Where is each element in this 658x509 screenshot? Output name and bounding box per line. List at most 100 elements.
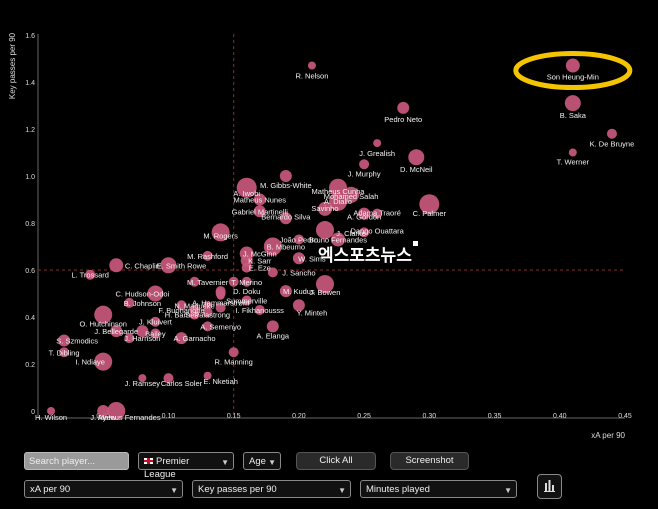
data-point[interactable] [163, 373, 174, 384]
data-point[interactable] [373, 139, 382, 148]
data-point[interactable] [109, 258, 124, 273]
chevron-down-icon: ▼ [170, 486, 178, 495]
point-label: Bailey [145, 329, 166, 338]
data-point[interactable] [202, 321, 213, 332]
data-point[interactable] [293, 234, 304, 245]
point-label: C. Chaplin [125, 261, 160, 270]
data-point[interactable] [359, 227, 370, 238]
data-point[interactable] [241, 276, 252, 287]
data-point[interactable] [240, 254, 253, 267]
data-point[interactable] [372, 208, 383, 219]
data-point[interactable] [241, 262, 252, 273]
point-label: C. Hudson-Odoi [115, 290, 169, 299]
data-point[interactable] [94, 352, 113, 371]
point-label: João Pedro [280, 235, 318, 244]
data-point[interactable] [202, 307, 213, 318]
data-point[interactable] [397, 101, 410, 114]
search-input[interactable] [24, 452, 129, 470]
data-point[interactable] [253, 205, 266, 218]
data-point[interactable] [266, 320, 279, 333]
data-point[interactable] [253, 193, 266, 206]
x-metric-select[interactable]: xA per 90 ▼ [24, 480, 183, 498]
point-label: J. Kluivert [139, 318, 173, 327]
point-label: E. Nketiah [203, 377, 238, 386]
chart-type-button[interactable] [537, 474, 562, 499]
data-point[interactable] [263, 237, 282, 256]
y-tick-label: 1.0 [25, 174, 35, 181]
data-point[interactable] [279, 170, 292, 182]
data-point[interactable] [59, 347, 70, 358]
data-point[interactable] [236, 177, 257, 198]
screenshot-button[interactable]: Screenshot [390, 452, 469, 470]
data-point[interactable] [85, 269, 96, 280]
data-point[interactable] [315, 221, 334, 240]
data-point[interactable] [279, 212, 292, 225]
y-tick-label: 0.2 [25, 362, 35, 369]
data-point[interactable] [228, 276, 239, 287]
data-point[interactable] [565, 58, 580, 73]
data-point[interactable] [358, 207, 371, 220]
data-point[interactable] [419, 194, 440, 215]
league-select[interactable]: Premier League ▼ [138, 452, 234, 480]
point-label: J. Sancho [282, 268, 315, 277]
data-point[interactable] [215, 302, 226, 313]
y-metric-select[interactable]: Key passes per 90 ▼ [192, 480, 351, 498]
data-point[interactable] [203, 301, 212, 310]
data-point[interactable] [136, 325, 149, 338]
data-point[interactable] [307, 61, 316, 70]
data-point[interactable] [150, 328, 161, 339]
data-point[interactable] [329, 192, 348, 211]
data-point[interactable] [138, 374, 147, 383]
x-metric-value: xA per 90 [30, 484, 71, 495]
point-label: H. Wilson [35, 413, 67, 422]
data-point[interactable] [408, 149, 425, 166]
data-point[interactable] [189, 276, 200, 287]
data-point[interactable] [211, 223, 230, 242]
data-point[interactable] [150, 316, 161, 327]
point-label: A. Elanga [257, 331, 290, 340]
click-all-button[interactable]: Click All [296, 452, 376, 470]
data-point[interactable] [124, 333, 135, 344]
data-point[interactable] [228, 347, 239, 358]
data-point[interactable] [564, 95, 581, 112]
data-point[interactable] [202, 250, 213, 261]
data-point[interactable] [176, 300, 187, 311]
data-point[interactable] [331, 232, 346, 247]
data-point[interactable] [107, 402, 126, 420]
age-select-value: Age [249, 456, 266, 467]
data-point[interactable] [329, 178, 348, 197]
point-label: T. Merino [231, 278, 262, 287]
data-point[interactable] [267, 267, 278, 278]
point-label: A. Iwobi [233, 189, 260, 198]
point-label: B. Johnson [124, 299, 162, 308]
data-point[interactable] [160, 257, 177, 274]
data-point[interactable] [47, 407, 56, 415]
data-point[interactable] [292, 299, 305, 312]
data-point[interactable] [606, 128, 617, 139]
data-point[interactable] [94, 305, 113, 324]
data-point[interactable] [568, 148, 577, 157]
data-point[interactable] [203, 371, 212, 380]
size-metric-select[interactable]: Minutes played ▼ [360, 480, 517, 498]
point-label: S. Palastrong [185, 310, 230, 319]
y-metric-value: Key passes per 90 [198, 484, 277, 495]
data-point[interactable] [124, 297, 135, 308]
data-point[interactable] [279, 285, 292, 298]
data-point[interactable] [110, 325, 123, 338]
data-point[interactable] [241, 295, 252, 306]
data-point[interactable] [343, 186, 360, 203]
age-select[interactable]: Age ▼ [243, 452, 281, 470]
data-point[interactable] [215, 288, 226, 299]
data-point[interactable] [175, 332, 188, 345]
data-point[interactable] [292, 252, 305, 265]
data-point[interactable] [254, 304, 265, 315]
data-point[interactable] [317, 201, 332, 216]
data-point[interactable] [147, 285, 164, 302]
data-point[interactable] [97, 405, 110, 417]
point-label: M. Rogers [203, 231, 238, 240]
data-point[interactable] [58, 334, 71, 347]
point-label: Mateus Fernandes [98, 413, 161, 422]
data-point[interactable] [189, 309, 200, 320]
data-point[interactable] [315, 275, 334, 294]
data-point[interactable] [359, 159, 370, 170]
